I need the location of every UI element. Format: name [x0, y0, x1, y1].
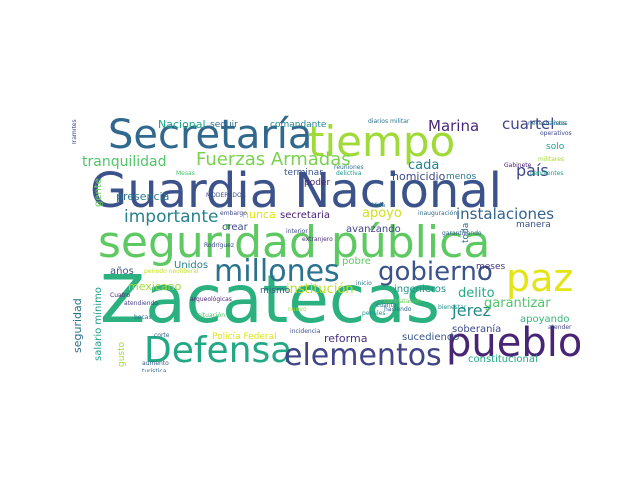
cloud-word-mismo: mismo	[260, 286, 291, 296]
cloud-word-inauguracion: inauguración	[418, 210, 458, 217]
cloud-word-terminar: terminar	[284, 168, 323, 178]
cloud-word-situacion: situación	[198, 312, 226, 319]
cloud-word-presencia: presencia	[116, 190, 170, 203]
cloud-word-penales: penales	[362, 310, 386, 317]
cloud-word-interior: interior	[286, 228, 308, 235]
cloud-word-apoyando: apoyando	[520, 314, 570, 325]
cloud-word-militar: militar	[390, 118, 410, 125]
cloud-word-atendiendo: atendiendo	[124, 300, 158, 307]
cloud-word-nacional: Nacional	[158, 118, 206, 131]
cloud-word-secretaria: Secretaría	[108, 112, 313, 158]
cloud-word-nunca: nunca	[242, 208, 276, 221]
cloud-word-reforma: reforma	[324, 332, 368, 345]
cloud-word-rodriguez: Rodríguez	[204, 242, 234, 249]
cloud-word-pueblo: pueblo	[446, 320, 580, 366]
cloud-word-tramites: Tramités	[72, 119, 78, 145]
cloud-word-constitucional: constitucional	[468, 354, 538, 365]
cloud-word-gusto: gusto	[117, 341, 127, 367]
cloud-word-vida: Vida	[372, 202, 386, 209]
cloud-word-diarios: diarios	[368, 118, 389, 125]
cloud-word-poder: poder	[304, 178, 331, 188]
cloud-word-pais: país	[516, 161, 549, 180]
cloud-word-secretaria-lower: secretaria	[280, 210, 330, 221]
cloud-word-inicio: inicio	[356, 280, 372, 287]
cloud-word-solo: solo	[546, 142, 565, 152]
cloud-word-meses: meses	[476, 262, 506, 272]
cloud-word-soberania: soberanía	[452, 324, 502, 335]
cloud-word-operativos: operativos	[540, 130, 572, 137]
cloud-word-mexicano: mexicano	[128, 280, 182, 293]
cloud-word-comandante: comandante	[270, 120, 327, 130]
cloud-word-moderador: MODERADOR	[206, 192, 246, 199]
cloud-word-cuatro: Cuatro	[110, 292, 131, 299]
cloud-word-seguir: seguir	[210, 120, 238, 130]
cloud-word-contratacion: contratación	[384, 298, 422, 305]
cloud-word-mesas: Mesas	[176, 170, 195, 177]
cloud-word-tranquilidad: tranquilidad	[82, 154, 167, 170]
cloud-word-listos: listos	[552, 120, 568, 127]
cloud-word-guardia-nacional: Guardia Nacional	[90, 163, 502, 219]
cloud-word-elementos: elementos	[284, 338, 442, 372]
cloud-word-periodo-neoliberal: periodo neoliberal	[144, 268, 199, 275]
cloud-word-seguridad: seguridad	[72, 298, 84, 353]
cloud-word-ingenieros: ingenieros	[394, 284, 447, 295]
cloud-word-unidos: Unidos	[174, 260, 209, 271]
cloud-word-bienestar: bienestar	[438, 304, 467, 311]
cloud-word-fuerzas-armadas: Fuerzas Armadas	[196, 149, 351, 170]
cloud-word-sucediendo: sucediendo	[402, 332, 460, 343]
cloud-word-instalaciones: instalaciones	[456, 205, 555, 223]
cloud-word-pendientes: pendientes	[530, 170, 564, 177]
cloud-word-apoyo: apoyo	[362, 206, 402, 221]
cloud-word-homicidio: homicidio	[392, 170, 446, 183]
cloud-word-incidencia: incidencia	[290, 328, 321, 335]
cloud-word-corte: corte	[154, 332, 170, 339]
cloud-word-haciendo: haciendo	[384, 306, 412, 313]
cloud-word-paz: paz	[506, 256, 574, 300]
cloud-word-delito: delito	[458, 286, 495, 301]
cloud-word-becas: becas	[134, 314, 152, 321]
cloud-word-cada: cada	[408, 158, 440, 173]
cloud-word-institucion: institución	[286, 282, 354, 297]
cloud-word-manera: manera	[516, 220, 551, 230]
word-cloud: Zacatecas Guardia Nacional seguridad púb…	[72, 107, 580, 372]
cloud-word-policia-federal: Policía Federal	[212, 332, 277, 342]
cloud-word-zacatecas: Zacatecas	[100, 261, 440, 338]
cloud-word-garantizando: garantizando	[442, 230, 482, 237]
cloud-word-aumento: aumento	[142, 360, 169, 367]
cloud-word-extranjero: extranjero	[302, 236, 333, 243]
cloud-word-embargo: embargo	[220, 210, 247, 217]
cloud-word-defensa: Defensa	[144, 330, 293, 371]
cloud-word-reuniones: reuniones	[334, 164, 364, 171]
cloud-word-militares: militares	[538, 156, 565, 163]
cloud-word-seguridad-publica: seguridad pública	[98, 217, 491, 268]
cloud-word-marina: Marina	[428, 117, 480, 135]
cloud-word-nuevo: nuevo	[288, 306, 307, 313]
cloud-word-menos: menos	[446, 172, 477, 182]
cloud-word-crear: crear	[222, 222, 248, 233]
cloud-word-gabinete: Gabinete	[504, 162, 532, 169]
cloud-word-atender: atender	[548, 324, 572, 331]
cloud-word-necesitamos: necesitamos	[528, 120, 566, 127]
cloud-word-jerez: Jerez	[452, 301, 492, 320]
cloud-word-anos: años	[110, 266, 134, 277]
cloud-word-gobierno: gobierno	[378, 257, 493, 287]
cloud-word-delictiva: delictiva	[336, 170, 362, 177]
cloud-word-tiempo: tiempo	[308, 117, 456, 166]
cloud-word-cuanto: cuánto	[376, 302, 397, 309]
cloud-word-millones: millones	[214, 254, 340, 289]
cloud-word-turistica: turística	[142, 368, 167, 373]
cloud-word-garantizar: garantizar	[484, 296, 551, 311]
cloud-word-salario-minimo: salario mínimo	[93, 287, 104, 361]
cloud-word-importante: importante	[124, 207, 219, 227]
cloud-word-arqueologicas: arqueológicas	[190, 296, 232, 303]
cloud-word-cuartel: cuartel	[502, 115, 555, 133]
cloud-word-pobre: pobre	[342, 256, 371, 267]
cloud-word-avanzando: avanzando	[346, 224, 401, 235]
cloud-word-gente: gente	[93, 178, 104, 207]
